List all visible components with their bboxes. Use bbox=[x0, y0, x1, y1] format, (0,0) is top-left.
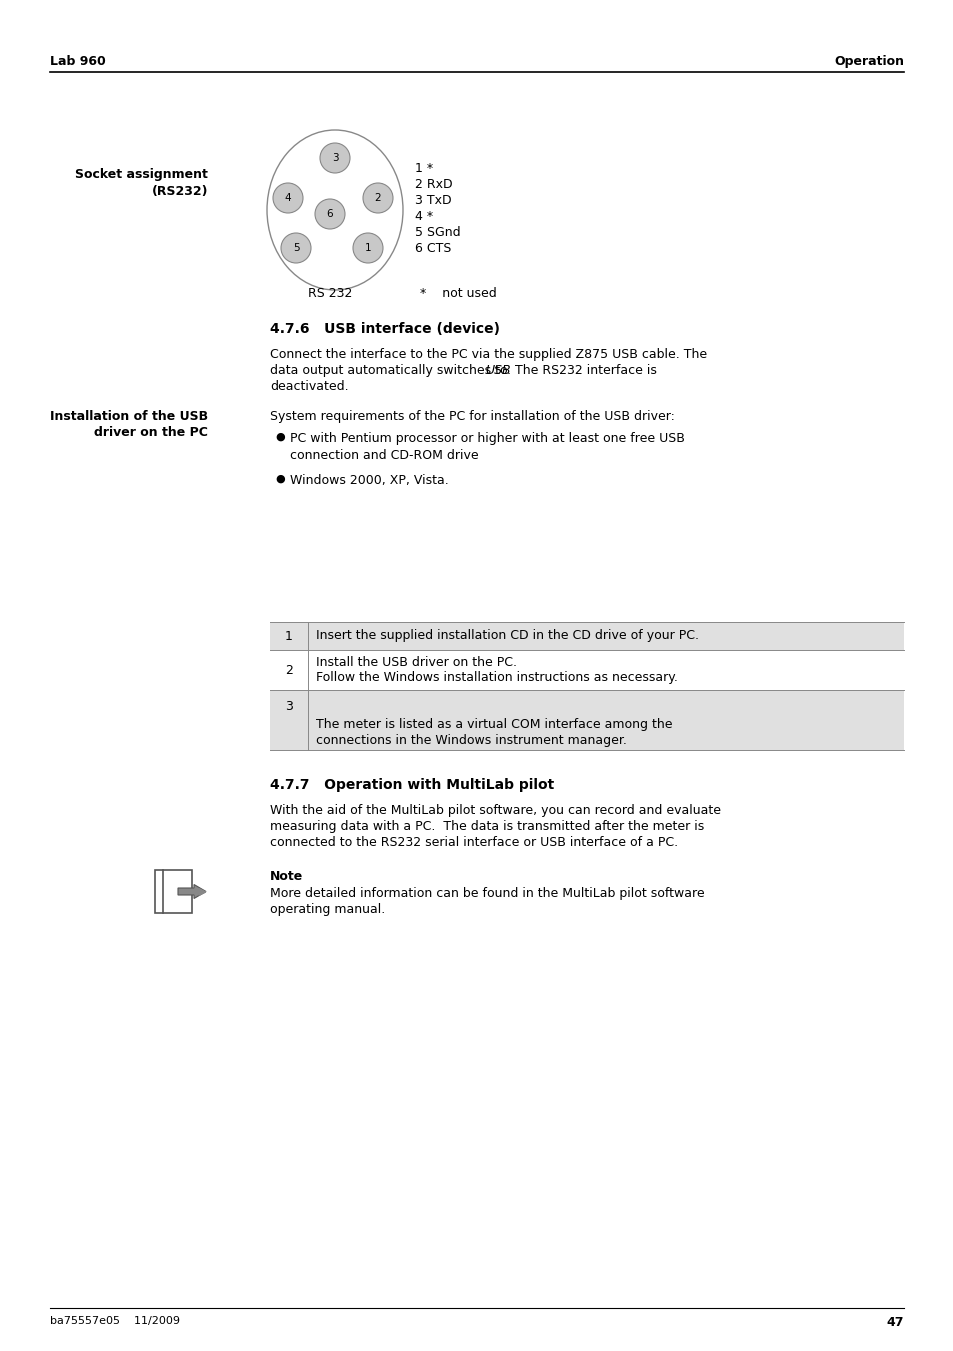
Text: measuring data with a PC.  The data is transmitted after the meter is: measuring data with a PC. The data is tr… bbox=[270, 820, 703, 834]
Text: 1: 1 bbox=[364, 243, 371, 253]
Text: ●: ● bbox=[274, 474, 284, 484]
Text: 2 RxD: 2 RxD bbox=[415, 178, 452, 190]
Text: driver on the PC: driver on the PC bbox=[94, 426, 208, 439]
Text: 5 SGnd: 5 SGnd bbox=[415, 226, 460, 239]
FancyArrow shape bbox=[178, 885, 206, 898]
Text: Follow the Windows installation instructions as necessary.: Follow the Windows installation instruct… bbox=[315, 671, 678, 685]
Text: . The RS232 interface is: . The RS232 interface is bbox=[506, 363, 657, 377]
Text: 1: 1 bbox=[285, 630, 293, 643]
Text: Installation of the USB: Installation of the USB bbox=[50, 409, 208, 423]
Text: 6: 6 bbox=[326, 209, 333, 219]
Text: 3: 3 bbox=[332, 153, 338, 163]
Text: deactivated.: deactivated. bbox=[270, 380, 348, 393]
Text: Connect the interface to the PC via the supplied Z875 USB cable. The: Connect the interface to the PC via the … bbox=[270, 349, 706, 361]
Bar bbox=[154, 870, 192, 913]
Text: Insert the supplied installation CD in the CD drive of your PC.: Insert the supplied installation CD in t… bbox=[315, 630, 699, 643]
Text: connected to the RS232 serial interface or USB interface of a PC.: connected to the RS232 serial interface … bbox=[270, 836, 678, 848]
Text: 47: 47 bbox=[885, 1316, 903, 1329]
Circle shape bbox=[273, 182, 303, 213]
Text: Windows 2000, XP, Vista.: Windows 2000, XP, Vista. bbox=[290, 474, 448, 486]
Text: ba75557e05    11/2009: ba75557e05 11/2009 bbox=[50, 1316, 180, 1325]
Text: Socket assignment: Socket assignment bbox=[75, 168, 208, 181]
Text: data output automatically switches to: data output automatically switches to bbox=[270, 363, 511, 377]
Bar bbox=[270, 690, 903, 750]
Text: *    not used: * not used bbox=[419, 286, 497, 300]
Text: With the aid of the MultiLab pilot software, you can record and evaluate: With the aid of the MultiLab pilot softw… bbox=[270, 804, 720, 817]
Text: 2: 2 bbox=[375, 193, 381, 203]
Text: 3: 3 bbox=[285, 700, 293, 713]
Text: Install the USB driver on the PC.: Install the USB driver on the PC. bbox=[315, 655, 517, 669]
Text: operating manual.: operating manual. bbox=[270, 902, 385, 916]
Circle shape bbox=[353, 232, 382, 263]
Circle shape bbox=[319, 143, 350, 173]
Text: 4: 4 bbox=[284, 193, 291, 203]
Text: Lab 960: Lab 960 bbox=[50, 55, 106, 68]
Text: USB: USB bbox=[484, 363, 510, 377]
Text: connection and CD-ROM drive: connection and CD-ROM drive bbox=[290, 449, 478, 462]
Text: 4.7.7   Operation with MultiLab pilot: 4.7.7 Operation with MultiLab pilot bbox=[270, 778, 554, 792]
Circle shape bbox=[314, 199, 345, 230]
Text: More detailed information can be found in the MultiLab pilot software: More detailed information can be found i… bbox=[270, 888, 704, 900]
Text: connections in the Windows instrument manager.: connections in the Windows instrument ma… bbox=[315, 734, 626, 747]
Text: 4.7.6   USB interface (device): 4.7.6 USB interface (device) bbox=[270, 322, 499, 336]
Text: 6 CTS: 6 CTS bbox=[415, 242, 451, 255]
Text: 5: 5 bbox=[293, 243, 299, 253]
Text: 4 *: 4 * bbox=[415, 209, 433, 223]
Text: (RS232): (RS232) bbox=[152, 185, 208, 199]
Text: ●: ● bbox=[274, 432, 284, 442]
Text: 2: 2 bbox=[285, 663, 293, 677]
Text: PC with Pentium processor or higher with at least one free USB: PC with Pentium processor or higher with… bbox=[290, 432, 684, 444]
Text: RS 232: RS 232 bbox=[308, 286, 352, 300]
Text: 3 TxD: 3 TxD bbox=[415, 195, 451, 207]
Circle shape bbox=[281, 232, 311, 263]
Text: Operation: Operation bbox=[833, 55, 903, 68]
Text: System requirements of the PC for installation of the USB driver:: System requirements of the PC for instal… bbox=[270, 409, 674, 423]
Bar bbox=[270, 621, 903, 650]
Text: Note: Note bbox=[270, 870, 303, 884]
Text: 1 *: 1 * bbox=[415, 162, 433, 176]
Circle shape bbox=[363, 182, 393, 213]
Text: The meter is listed as a virtual COM interface among the: The meter is listed as a virtual COM int… bbox=[315, 717, 672, 731]
